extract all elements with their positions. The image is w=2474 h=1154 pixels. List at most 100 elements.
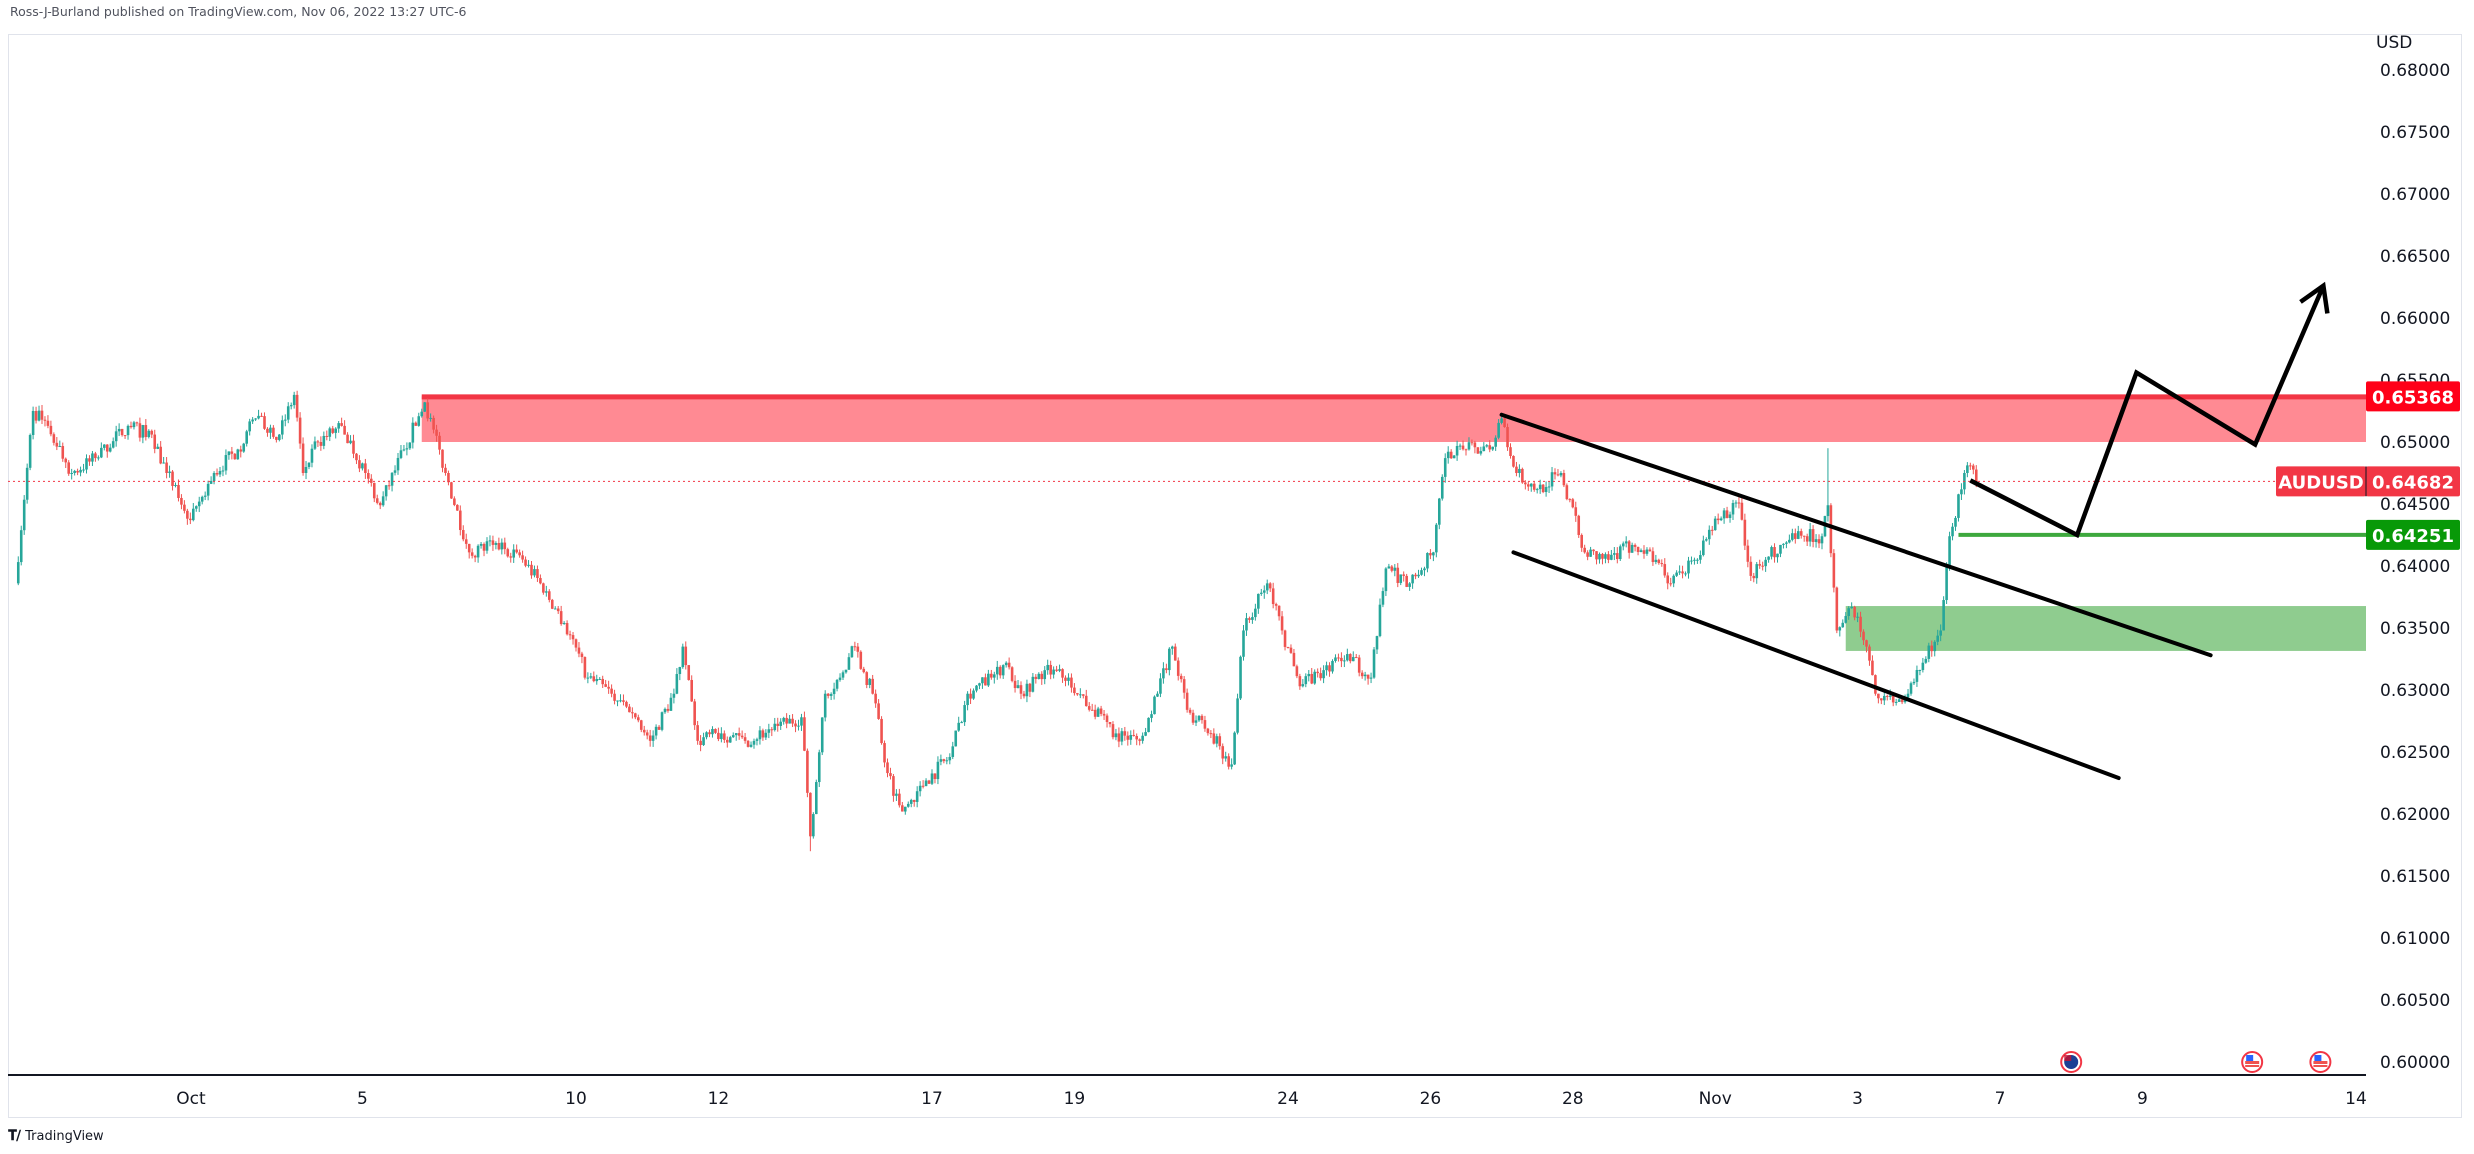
candle-up (945, 760, 949, 762)
candle-down (1541, 484, 1545, 493)
candle-down (138, 423, 142, 438)
candle-down (1064, 677, 1067, 681)
candle-down (1737, 502, 1741, 504)
candle-down (49, 425, 53, 435)
candle-up (1153, 696, 1156, 715)
candle-down (809, 792, 812, 837)
candle-down (1138, 739, 1141, 741)
economic-event[interactable] (2309, 1051, 2332, 1073)
candle-down (1449, 451, 1453, 459)
candle-down (135, 422, 139, 424)
candle-up (1559, 473, 1563, 476)
candle-up (1067, 677, 1070, 681)
candle-up (1814, 539, 1818, 542)
candle-down (613, 693, 616, 701)
candle-up (1052, 669, 1055, 675)
candle-up (1731, 503, 1735, 515)
candle-up (660, 712, 664, 730)
candle-down (453, 498, 456, 505)
candle-up (1693, 559, 1696, 561)
candle-down (1773, 547, 1776, 558)
candle-down (1111, 724, 1115, 738)
resistance-zone[interactable] (421, 396, 2366, 442)
candle-down (1562, 473, 1566, 486)
candle-up (1589, 549, 1592, 557)
candle-up (1921, 662, 1925, 670)
candle-down (1515, 466, 1518, 473)
candle-down (144, 425, 148, 438)
support-zone[interactable] (1845, 606, 2366, 651)
candle-down (1509, 447, 1512, 456)
channel-lower-trendline[interactable] (1511, 550, 2121, 781)
candle-up (1141, 735, 1144, 741)
candle-up (393, 470, 397, 473)
price-tick-label: 0.64500 (2380, 495, 2450, 515)
candle-up (141, 425, 145, 438)
candle-down (1616, 553, 1619, 560)
candle-up (132, 422, 136, 428)
candle-down (1607, 554, 1610, 560)
candle-down (346, 434, 349, 444)
candle-down (634, 713, 637, 718)
candle-up (1440, 476, 1444, 499)
candle-down (1595, 551, 1598, 560)
candle-down (1749, 561, 1753, 576)
candle-down (171, 471, 174, 486)
candle-down (761, 730, 765, 738)
candle-down (568, 634, 572, 636)
candle-down (464, 539, 468, 544)
tradingview-footer[interactable]: 𝐓∕ TradingView (8, 1128, 104, 1144)
candle-down (1802, 535, 1806, 537)
candle-down (331, 428, 335, 433)
candle-down (1891, 695, 1895, 703)
candle-down (1799, 531, 1803, 536)
candle-down (1093, 709, 1097, 717)
candle-down (1868, 646, 1871, 661)
candle-up (1162, 668, 1165, 679)
arrowhead-icon (2299, 281, 2330, 314)
candle-up (1621, 543, 1625, 547)
time-tick-label: 24 (1277, 1089, 1299, 1109)
candle-up (1639, 550, 1643, 553)
candle-up (847, 657, 851, 670)
candle-down (67, 462, 70, 474)
candle-up (1197, 715, 1201, 721)
candle-up (904, 806, 907, 812)
candle-up (1171, 646, 1174, 649)
economic-event[interactable] (2241, 1051, 2264, 1073)
candle-up (1897, 699, 1901, 702)
candle-down (536, 569, 539, 578)
candle-down (1182, 679, 1186, 693)
candle-down (1007, 662, 1011, 668)
price-axis[interactable]: 0.60000 0.60500 0.61000 0.61500 0.62000 0.625… (2376, 33, 2450, 1073)
candle-down (865, 672, 869, 685)
candle-down (1185, 692, 1189, 710)
candle-down (509, 556, 513, 558)
candle-down (120, 428, 124, 436)
candle-down (933, 773, 937, 780)
time-axis[interactable]: Oct 5 10 12 17 19 24 26 28 Nov 3 7 9 14 (8, 1074, 2367, 1109)
time-tick-label: 12 (708, 1089, 730, 1109)
candle-down (853, 646, 857, 648)
candle-up (1847, 608, 1850, 616)
candle-up (1672, 575, 1675, 584)
candle-up (1856, 616, 1859, 618)
candle-up (1497, 422, 1500, 438)
candle-up (1150, 714, 1153, 718)
candle-down (497, 543, 501, 550)
candle-down (438, 435, 441, 450)
candle-up (987, 673, 990, 686)
candle-up (28, 435, 32, 468)
projection-path[interactable] (1969, 284, 2326, 539)
candle-up (1346, 654, 1349, 661)
resistance-line[interactable] (421, 394, 2366, 400)
resistance-price-label-box (2366, 381, 2460, 412)
candle-down (444, 467, 447, 473)
economic-event[interactable] (2060, 1051, 2083, 1073)
price-tick-label: 0.60000 (2380, 1053, 2450, 1073)
candle-up (1325, 665, 1328, 671)
channel-upper-trendline[interactable] (1499, 412, 2213, 658)
last-price-label-box (2366, 466, 2460, 497)
candle-up (1779, 544, 1782, 554)
